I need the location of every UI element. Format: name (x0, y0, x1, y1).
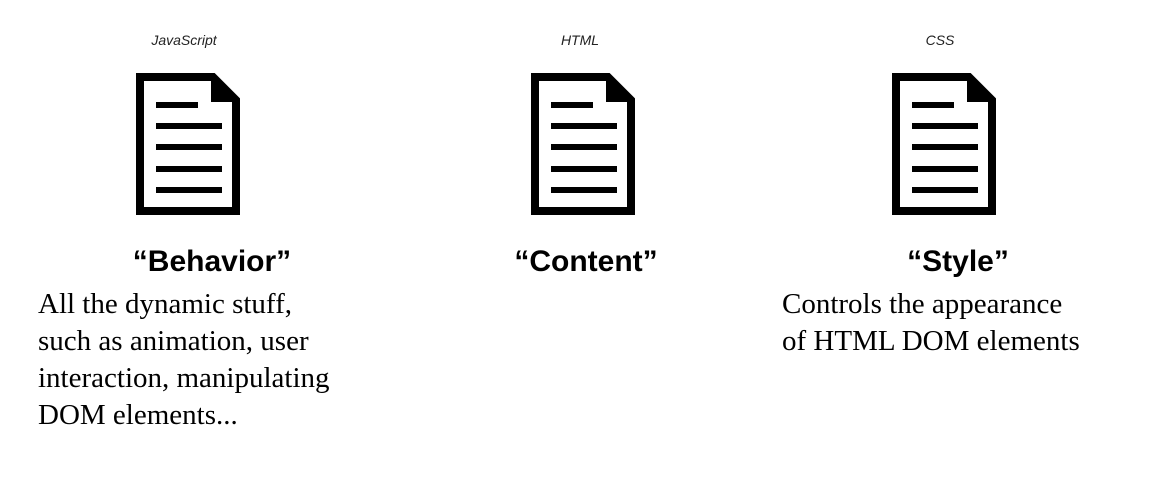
column-description: Controls the appearance of HTML DOM elem… (782, 286, 1080, 360)
column-label: CSS (925, 32, 955, 48)
document-icon (891, 72, 997, 216)
document-icon (530, 72, 636, 216)
document-icon (135, 72, 241, 216)
column-heading: “Behavior” (132, 245, 292, 278)
column-label: HTML (560, 32, 600, 48)
description-line: of HTML DOM elements (782, 325, 1080, 357)
column-description: All the dynamic stuff, such as animation… (38, 286, 330, 434)
column-html: HTML “Content” (420, 0, 750, 481)
description-line: Controls the appearance (782, 288, 1063, 320)
description-line: such as animation, user (38, 325, 309, 357)
column-heading: “Style” (907, 245, 1009, 278)
column-label: JavaScript (151, 32, 217, 48)
column-heading: “Content” (514, 245, 658, 278)
column-css: CSS “Style” Controls the appearance of H… (750, 0, 1172, 481)
description-line: All the dynamic stuff, (38, 288, 292, 320)
column-javascript: JavaScript “Behavior” All the dynamic st… (0, 0, 420, 481)
description-line: interaction, manipulating (38, 362, 330, 394)
description-line: DOM elements... (38, 399, 238, 431)
